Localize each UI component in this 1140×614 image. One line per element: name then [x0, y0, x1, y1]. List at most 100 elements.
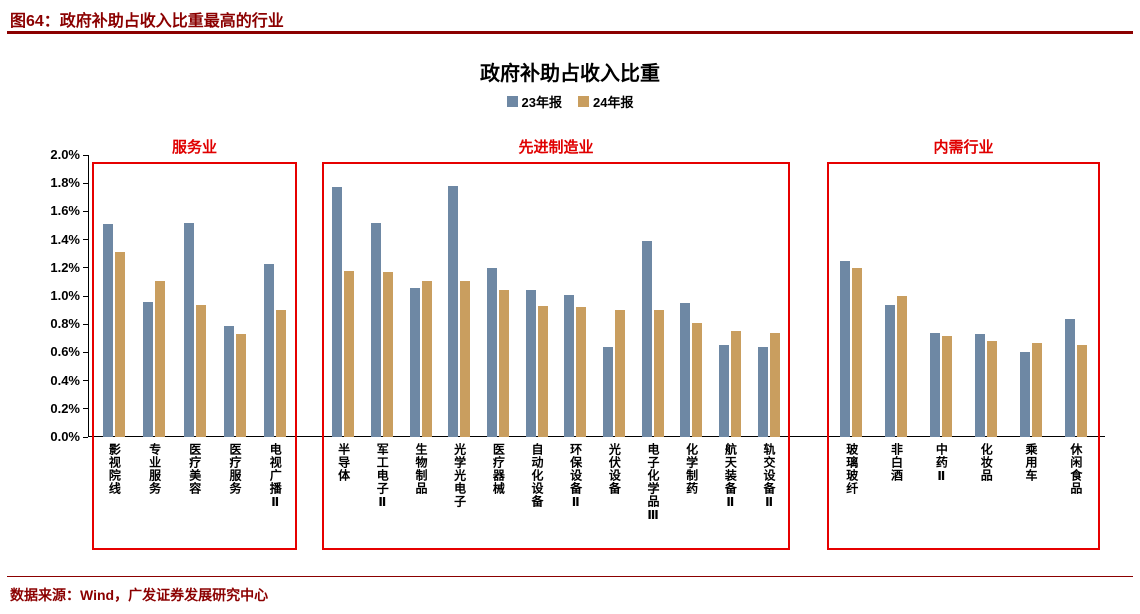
bar-series-0 [680, 303, 691, 437]
bar-series-0 [487, 267, 498, 437]
y-tick-mark [83, 154, 88, 156]
category-label: 电视广播Ⅱ [268, 443, 283, 510]
y-tick-label: 2.0% [50, 147, 80, 162]
group-box: 半导体 军工电子Ⅱ 生物制品 光学光电子 医疗器械 自动化设备 环保设备Ⅱ 光伏设备 电子化学品… [322, 162, 790, 550]
category-label: 电子化学品Ⅲ [646, 443, 660, 523]
bar-series-1 [421, 280, 432, 437]
category: 电视广播Ⅱ [255, 164, 295, 548]
category-label: 化妆品 [979, 443, 994, 482]
bar-series-1 [769, 332, 780, 437]
bar-series-0 [103, 224, 114, 437]
y-tick-mark [83, 380, 88, 382]
y-tick-mark [83, 267, 88, 269]
category-label: 轨交设备Ⅱ [762, 443, 777, 510]
category: 电子化学品Ⅲ [633, 164, 672, 548]
y-tick-mark [83, 436, 88, 438]
bar-series-0 [974, 334, 985, 437]
bar-series-1 [986, 341, 997, 437]
category-label: 医疗器械 [491, 443, 506, 495]
category: 自动化设备 [517, 164, 556, 548]
y-tick-mark [83, 182, 88, 184]
category: 医疗服务 [215, 164, 255, 548]
bar-pair [885, 296, 908, 437]
bar-series-0 [885, 304, 896, 437]
bar-pair [143, 280, 166, 437]
bar-series-0 [525, 290, 536, 437]
legend-item: 23年报 [506, 92, 562, 111]
category: 医疗器械 [479, 164, 518, 548]
y-tick-mark [83, 295, 88, 297]
bar-pair [448, 186, 471, 437]
chart-title: 政府补助占收入比重 [480, 63, 660, 85]
bar-series-1 [653, 310, 664, 437]
bar-pair [974, 334, 997, 437]
y-tick-label: 0.0% [50, 429, 80, 444]
legend-label: 24年报 [593, 95, 634, 110]
category: 休闲食品 [1053, 164, 1098, 548]
chart-legend: 23年报 24年报 [0, 92, 1140, 111]
bar-pair [525, 290, 548, 437]
category-label: 航天装备Ⅱ [723, 443, 738, 510]
bar-pair [1019, 342, 1042, 437]
category-label: 医疗美容 [187, 443, 202, 495]
category-label: 中药Ⅱ [934, 443, 949, 484]
bar-series-0 [183, 222, 194, 437]
bar-series-0 [603, 346, 614, 437]
bar-series-1 [499, 290, 510, 437]
bar-series-1 [275, 310, 286, 437]
plot-axes [88, 155, 1105, 437]
category: 航天装备Ⅱ [711, 164, 750, 548]
y-tick-mark [83, 351, 88, 353]
category-label: 非白酒 [889, 443, 904, 482]
y-tick-label: 0.2% [50, 400, 80, 416]
category-label: 玻璃玻纤 [844, 443, 859, 495]
category: 生物制品 [401, 164, 440, 548]
group-box: 玻璃玻纤 非白酒 中药Ⅱ 化妆品 乘用车 休闲食品 [827, 162, 1100, 550]
group-label: 先进制造业 [518, 139, 594, 156]
footer-divider [7, 576, 1133, 577]
category-label: 环保设备Ⅱ [568, 443, 583, 510]
bar-series-1 [155, 280, 166, 437]
bar-series-0 [930, 332, 941, 437]
bar-series-0 [840, 260, 851, 437]
category: 影视院线 [94, 164, 134, 548]
y-tick-mark [83, 408, 88, 410]
category: 军工电子Ⅱ [363, 164, 402, 548]
bar-series-0 [143, 301, 154, 437]
category: 中药Ⅱ [919, 164, 964, 548]
y-tick-label: 0.6% [50, 344, 80, 360]
category: 环保设备Ⅱ [556, 164, 595, 548]
category-label: 光伏设备 [607, 443, 622, 495]
bar-series-1 [537, 305, 548, 437]
data-source: 数据来源：Wind，广发证券发展研究中心 [10, 587, 269, 603]
category: 半导体 [324, 164, 363, 548]
header-divider [7, 31, 1133, 34]
legend-label: 23年报 [521, 95, 562, 110]
bar-series-1 [383, 272, 393, 437]
y-tick-label: 1.4% [50, 231, 80, 247]
category-label: 专业服务 [147, 443, 162, 495]
bar-pair [332, 187, 355, 437]
category-label: 化学制药 [684, 443, 699, 495]
bar-pair [840, 260, 863, 437]
category: 化妆品 [963, 164, 1008, 548]
category-label: 生物制品 [413, 443, 428, 495]
bar-series-1 [692, 322, 703, 437]
bar-pair [641, 241, 664, 437]
category: 非白酒 [874, 164, 919, 548]
group-box: 影视院线 专业服务 医疗美容 医疗服务 电视广播Ⅱ [92, 162, 297, 550]
bar-series-0 [757, 346, 768, 437]
bar-series-1 [1031, 342, 1042, 437]
y-tick-mark [83, 323, 88, 325]
legend-swatch [578, 96, 589, 107]
category-label: 光学光电子 [452, 443, 467, 508]
category: 专业服务 [134, 164, 174, 548]
bar-pair [757, 332, 780, 437]
bar-pair [487, 267, 510, 437]
bar-pair [1064, 318, 1087, 437]
category: 医疗美容 [174, 164, 214, 548]
bar-pair [719, 331, 742, 437]
category: 光伏设备 [595, 164, 634, 548]
bar-pair [930, 332, 953, 437]
